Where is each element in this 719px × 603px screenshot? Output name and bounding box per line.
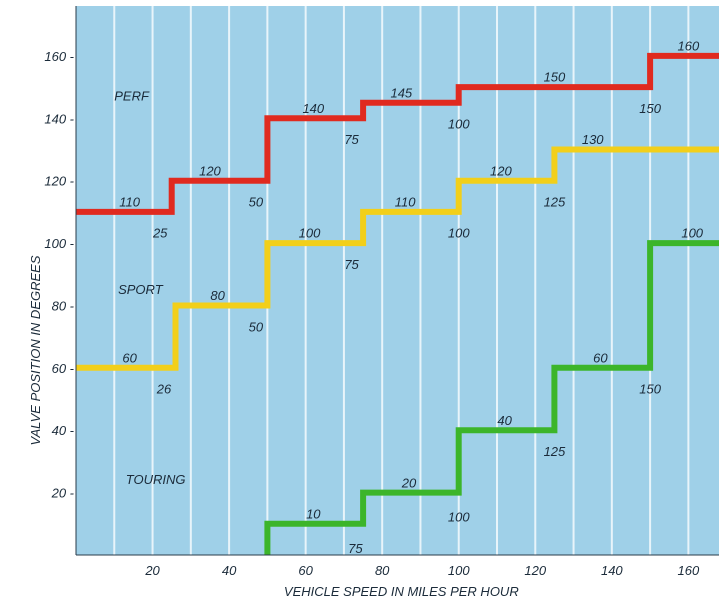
series-lines [76,52,719,555]
speed-label: 50 [249,195,264,210]
value-label: 120 [199,163,221,178]
speed-label: 75 [344,132,359,147]
value-label: 60 [593,350,608,365]
speed-label: 75 [348,541,363,556]
y-axis-title: VALVE POSITION IN DEGREES [28,255,43,445]
axes: 20 - 40 - 60 - 80 - 100 - 120 - 140 - 160 - 20 40… [44,6,719,578]
value-label: 120 [490,163,512,178]
x-tick-label: 120 [524,563,546,578]
y-tick-label: 120 - [44,174,74,189]
value-label: 110 [119,195,140,210]
value-label: 80 [210,288,225,303]
x-tick-label: 20 [144,563,160,578]
value-label: 150 [544,70,566,85]
y-tick-label: 80 - [52,298,75,313]
value-label: 40 [497,413,512,428]
speed-label: 75 [344,257,359,272]
value-label: 110 [395,195,416,210]
x-tick-label: 160 [678,563,700,578]
x-tick-label: 80 [375,563,390,578]
data-labels: 110 120 140 145 150 160 25 50 75 100 150 60 80 100 110… [114,39,704,556]
x-tick-label: 140 [601,563,623,578]
series-line-sport [76,146,719,371]
speed-label: 125 [544,444,566,459]
x-tick-label: 100 [448,563,470,578]
x-tick-label: 40 [222,563,237,578]
speed-label: 125 [544,195,566,210]
value-label: 60 [122,350,137,365]
value-label: 20 [401,475,417,490]
speed-label: 25 [152,226,168,241]
y-tick-label: 20 - [51,486,75,501]
speed-label: 100 [448,226,470,241]
speed-label: 100 [448,510,470,525]
series-line-perf [76,52,719,215]
value-label: 160 [678,39,700,54]
series-line-touring [264,240,719,555]
speed-label: 50 [249,319,264,334]
y-tick-label: 40 - [52,423,75,438]
speed-label: 26 [156,382,172,397]
y-tick-label: 160 - [44,49,74,64]
y-tick-label: 60 - [52,361,75,376]
y-tick-label: 140 - [44,111,74,126]
speed-label: 150 [639,382,661,397]
region-label: SPORT [118,282,164,297]
y-tick-label: 100 - [44,236,74,251]
value-label: 145 [390,85,412,100]
region-label: PERF [114,88,150,103]
speed-label: 150 [639,101,661,116]
x-tick-label: 60 [298,563,313,578]
value-label: 10 [306,506,321,521]
value-label: 140 [302,101,324,116]
value-label: 100 [681,226,703,241]
value-label: 130 [582,132,604,147]
value-label: 100 [299,226,321,241]
region-label: TOURING [126,472,186,487]
x-axis-title: VEHICLE SPEED IN MILES PER HOUR [284,584,519,599]
speed-label: 100 [448,117,470,132]
